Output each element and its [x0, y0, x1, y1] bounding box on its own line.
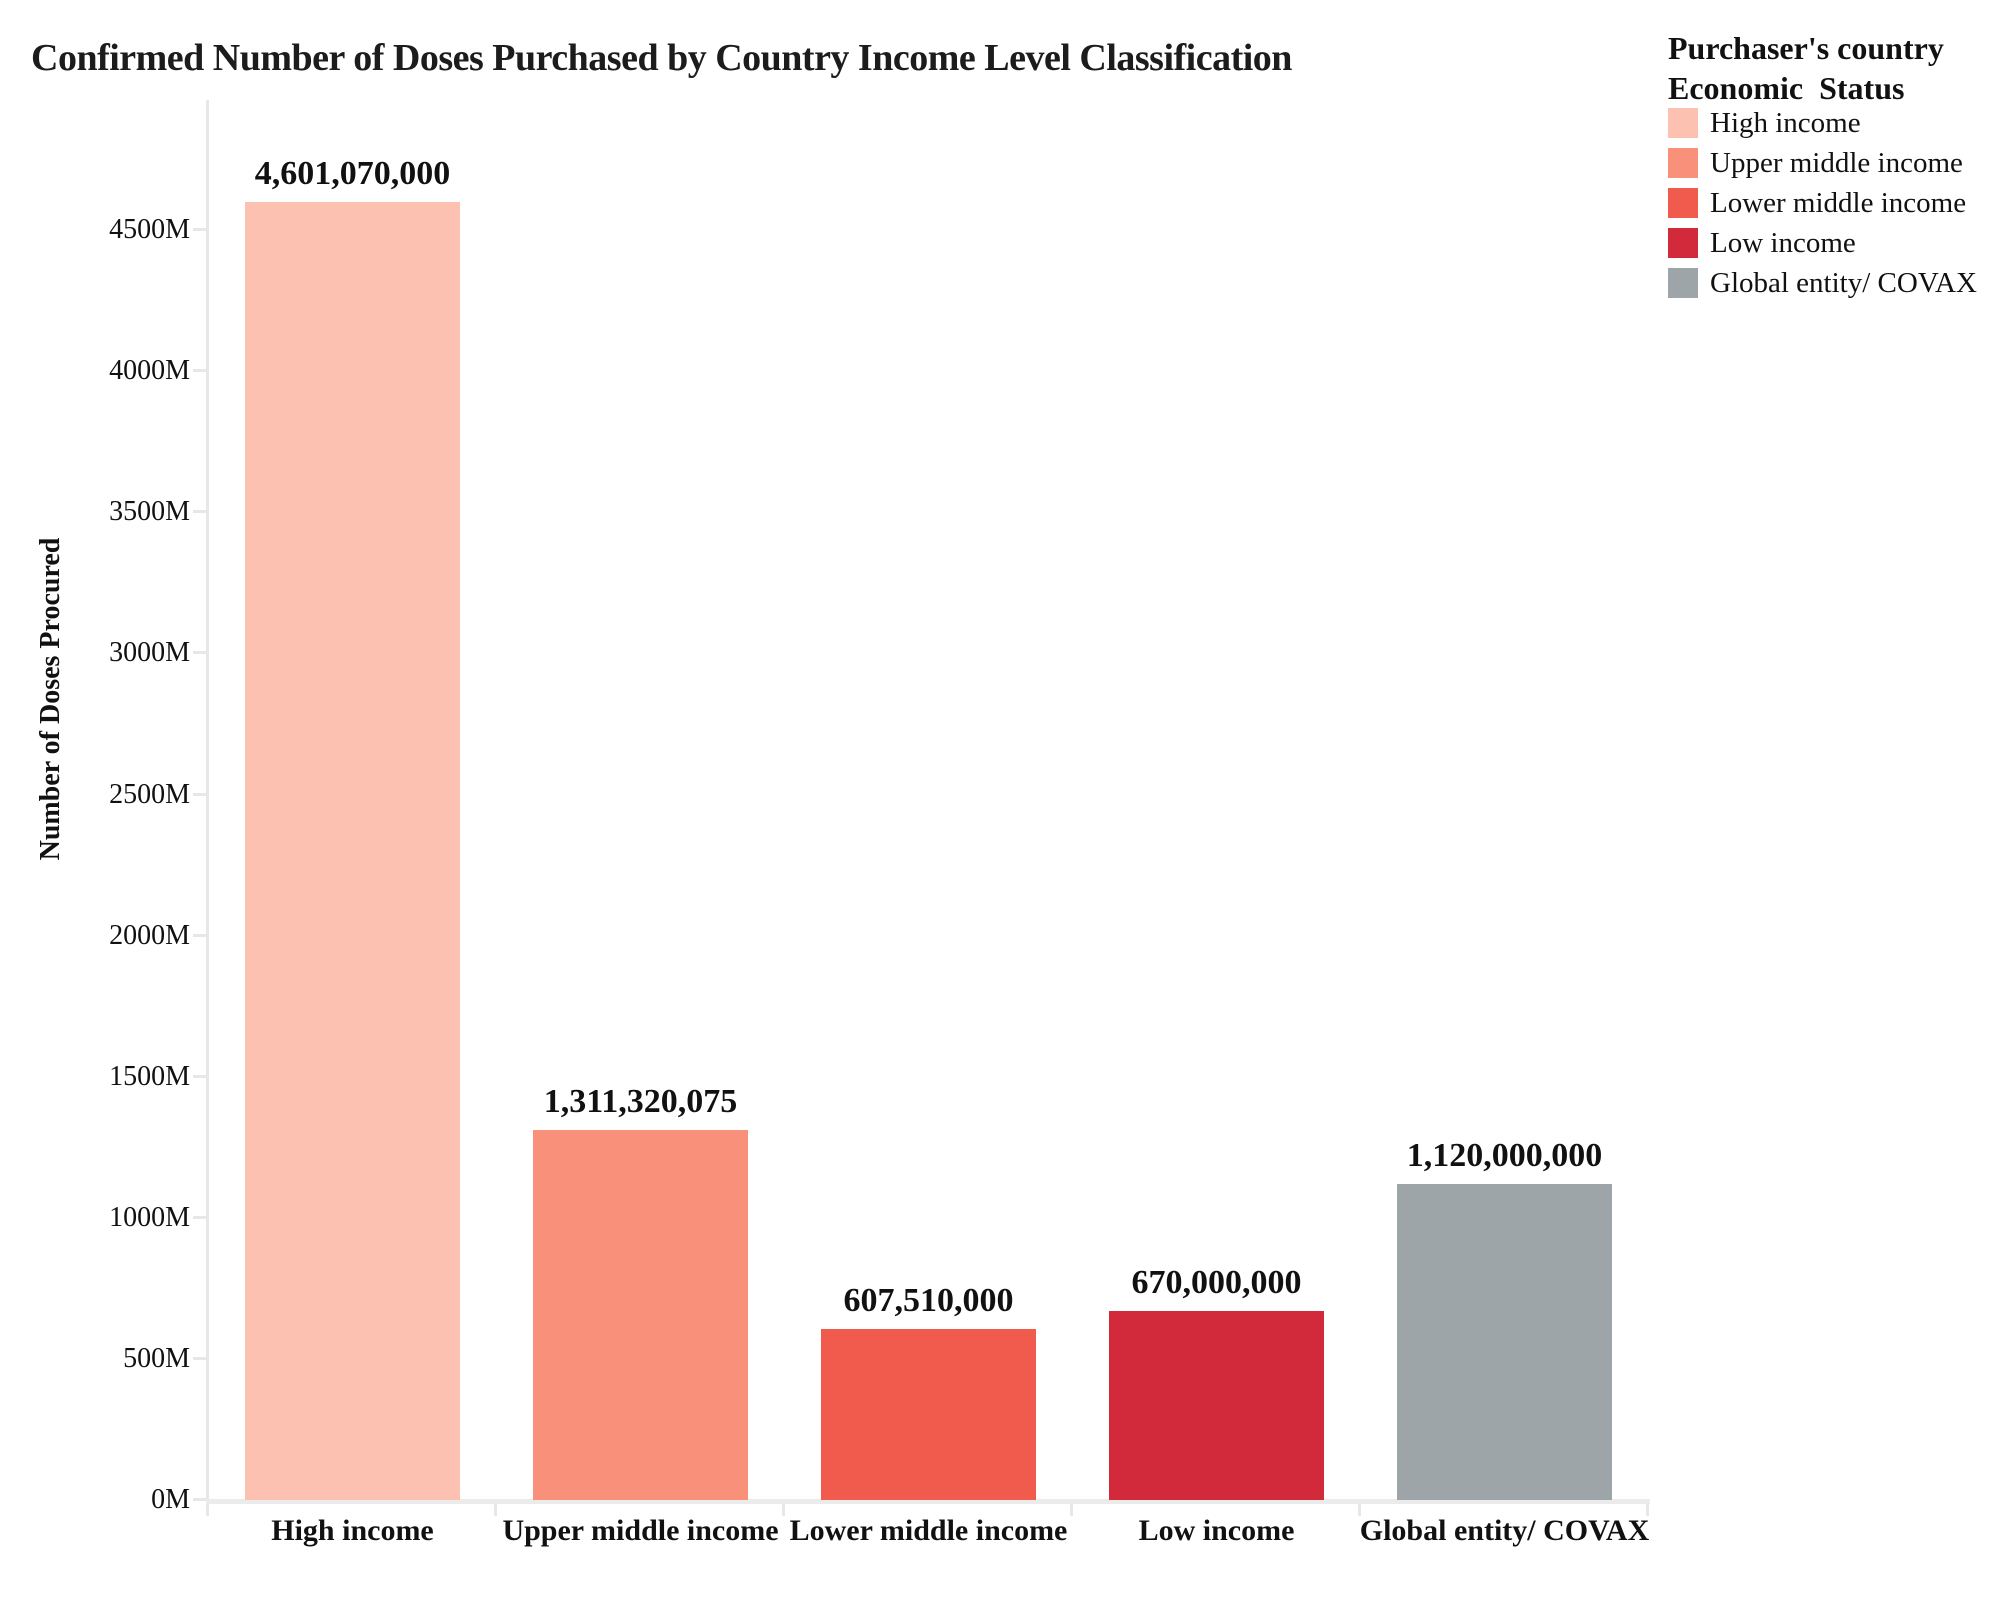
y-axis-line	[206, 100, 209, 1514]
category-label: High income	[271, 1514, 434, 1547]
legend-item: Low income	[1668, 227, 1988, 259]
legend-item: Lower middle income	[1668, 187, 1988, 219]
x-tick-mark	[206, 1504, 209, 1516]
y-tick-mark	[193, 1356, 206, 1360]
y-tick-mark	[193, 228, 206, 232]
y-tick-label: 3500M	[109, 496, 190, 528]
legend-item-label: High income	[1710, 107, 1861, 139]
legend-item-label: Low income	[1710, 227, 1856, 259]
bar-value-label: 4,601,070,000	[254, 154, 451, 192]
category-label: Global entity/ COVAX	[1359, 1514, 1650, 1547]
bar-value-label: 670,000,000	[1131, 1263, 1302, 1301]
y-tick-label: 4000M	[109, 355, 190, 387]
y-axis-label: Number of Doses Procured	[35, 537, 66, 861]
x-tick-mark	[1358, 1504, 1361, 1516]
y-tick-label: 1000M	[109, 1201, 190, 1233]
bar-value-label: 1,311,320,075	[543, 1082, 738, 1120]
x-tick-mark	[1646, 1504, 1649, 1516]
x-axis-line	[206, 1499, 1650, 1504]
y-tick-label: 1500M	[109, 1060, 190, 1092]
legend-item-label: Lower middle income	[1710, 187, 1967, 219]
legend-swatch	[1668, 148, 1698, 178]
bar	[821, 1328, 1036, 1500]
y-tick-mark	[193, 933, 206, 937]
bar	[1397, 1183, 1612, 1500]
y-tick-label: 2000M	[109, 919, 190, 951]
y-tick-label: 500M	[123, 1342, 190, 1374]
bar	[245, 201, 460, 1500]
category-label: Low income	[1138, 1514, 1295, 1547]
bar-value-label: 1,120,000,000	[1406, 1136, 1603, 1174]
x-tick-mark	[1070, 1504, 1073, 1516]
legend-swatch	[1668, 108, 1698, 138]
legend-title-line2: Economic Status	[1668, 70, 1905, 106]
y-tick-label: 3000M	[109, 637, 190, 669]
y-tick-label: 2500M	[109, 778, 190, 810]
legend-item: High income	[1668, 107, 1988, 139]
x-tick-mark	[494, 1504, 497, 1516]
y-tick-mark	[193, 792, 206, 796]
legend-item-label: Upper middle income	[1710, 147, 1963, 179]
y-tick-mark	[193, 1498, 206, 1501]
chart-title: Confirmed Number of Doses Purchased by C…	[31, 37, 1292, 79]
y-tick-mark	[193, 1074, 206, 1078]
legend-title-line1: Purchaser's country	[1668, 30, 1944, 66]
legend-item: Global entity/ COVAX	[1668, 267, 1988, 299]
bar	[1109, 1310, 1324, 1500]
legend-swatch	[1668, 228, 1698, 258]
y-tick-mark	[193, 1215, 206, 1219]
category-label: Lower middle income	[789, 1514, 1068, 1547]
x-tick-mark	[782, 1504, 785, 1516]
bar	[533, 1129, 748, 1500]
legend-title: Purchaser's country Economic Status	[1668, 28, 1988, 108]
y-tick-mark	[193, 651, 206, 655]
legend-item: Upper middle income	[1668, 147, 1988, 179]
category-label: Upper middle income	[502, 1514, 779, 1547]
legend-swatch	[1668, 188, 1698, 218]
legend: Purchaser's country Economic Status High…	[1668, 28, 1988, 299]
bar-value-label: 607,510,000	[843, 1281, 1014, 1319]
legend-swatch	[1668, 268, 1698, 298]
y-tick-mark	[193, 369, 206, 373]
y-tick-label: 4500M	[109, 214, 190, 246]
legend-item-label: Global entity/ COVAX	[1710, 267, 1977, 299]
y-tick-mark	[193, 510, 206, 514]
y-tick-label: 0M	[151, 1484, 190, 1515]
